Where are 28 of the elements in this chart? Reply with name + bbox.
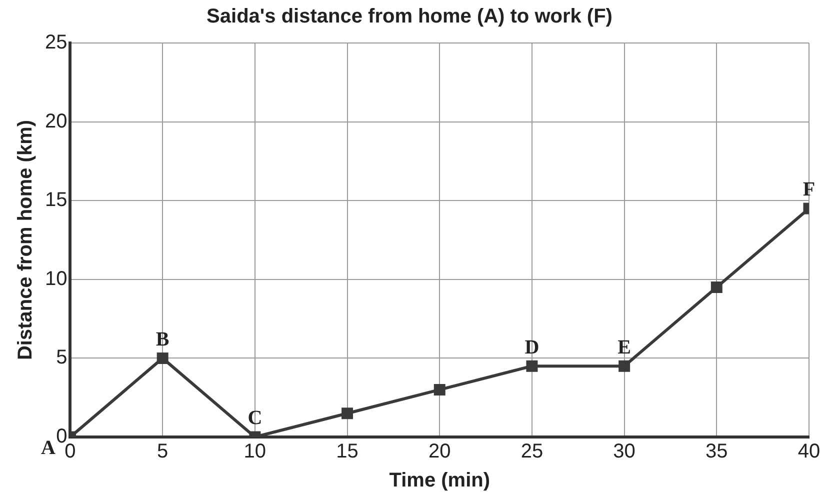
x-axis-title: Time (min): [389, 470, 490, 492]
point: [526, 360, 538, 372]
y-tick-label: 25: [44, 32, 68, 54]
x-tick-label: 35: [706, 440, 728, 463]
point: [710, 282, 722, 294]
annotation: D: [524, 336, 540, 358]
x-tick-label: 30: [613, 440, 636, 463]
annotation: C: [248, 407, 262, 430]
x-tick-label: 15: [336, 440, 358, 463]
point: [618, 360, 630, 372]
annotation: B: [156, 328, 170, 350]
x-tick-label: 20: [428, 440, 451, 463]
point: [156, 352, 168, 364]
y-tick-label: 10: [44, 268, 68, 290]
point: [434, 384, 446, 396]
x-tick-label: 40: [798, 440, 820, 463]
point: [342, 408, 354, 420]
y-tick-label: 15: [44, 189, 68, 212]
annotation: A: [41, 437, 56, 460]
y-tick-label: 20: [44, 110, 68, 132]
y-axis-title: Distance from home (km): [14, 120, 37, 360]
x-tick-label: 10: [244, 440, 266, 463]
chart-title: Saida's distance from home (A) to work (F): [206, 6, 612, 28]
x-tick-label: 25: [520, 440, 544, 463]
annotation: E: [618, 336, 631, 358]
y-tick-label: 5: [56, 346, 68, 369]
x-tick-label: 5: [157, 440, 168, 463]
annotation: F: [802, 178, 816, 201]
